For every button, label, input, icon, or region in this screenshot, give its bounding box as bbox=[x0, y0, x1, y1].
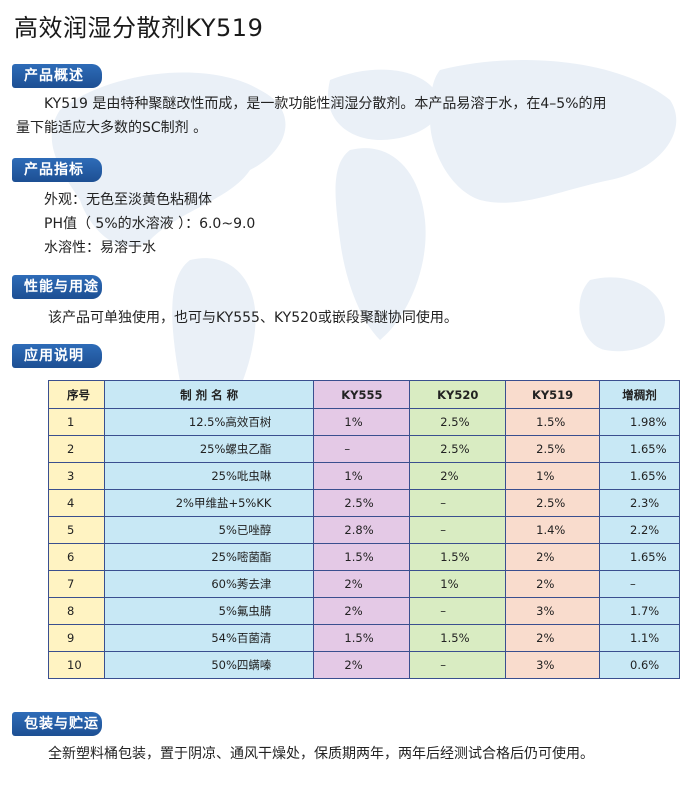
table-row: 8 5%氟虫腈 2% –3% 1.7% bbox=[48, 597, 680, 625]
table-cell: 2 bbox=[48, 435, 105, 463]
header-cell: KY520 bbox=[409, 380, 507, 409]
table-cell: – bbox=[409, 651, 507, 679]
table-cell: 2.3% bbox=[599, 489, 680, 517]
header-cell: KY519 bbox=[505, 380, 600, 409]
table-row: 10 50%四螨嗪 2% –3% 0.6% bbox=[48, 651, 680, 679]
table-cell: – bbox=[599, 570, 680, 598]
table-cell: 1.65% bbox=[599, 435, 680, 463]
table-row: 4 2%甲维盐+5%KK 2.5% –2.5% 2.3% bbox=[48, 489, 680, 517]
table-row: 2 25%螺虫乙酯 –2.5% 2.5% 1.65% bbox=[48, 435, 680, 463]
table-cell: 1.98% bbox=[599, 408, 680, 436]
table-cell: 2% bbox=[313, 570, 411, 598]
table-cell: 1.5% bbox=[409, 543, 507, 571]
overview-line-1: KY519 是由特种聚醚改性而成，是一款功能性润湿分散剂。本产品易溶于水，在4–… bbox=[44, 96, 607, 112]
table-cell: 1.5% bbox=[313, 543, 411, 571]
table-cell: 3% bbox=[505, 651, 600, 679]
table-cell: 3 bbox=[48, 462, 105, 490]
section-tab: 产品概述 bbox=[12, 64, 102, 88]
table-cell: 10 bbox=[48, 651, 105, 679]
table-cell: 5%已唑醇 bbox=[103, 516, 315, 544]
section-application-heading: 应用说明 bbox=[12, 344, 102, 368]
application-table: 序号 制 剂 名 称 KY555 KY520 KY519 增稠剂 1 12.5%高… bbox=[48, 380, 680, 679]
table-cell: 1% bbox=[409, 570, 507, 598]
packaging-text: 全新塑料桶包装，置于阴凉、通风干燥处，保质期两年，两年后经测试合格后仍可使用。 bbox=[48, 746, 594, 762]
table-row: 7 60%莠去津 2% 1% 2% – bbox=[48, 570, 680, 598]
table-cell: 2.5% bbox=[505, 435, 600, 463]
table-cell: 0.6% bbox=[599, 651, 680, 679]
section-overview-heading: 产品概述 bbox=[12, 64, 102, 88]
table-cell: 2.8% bbox=[313, 516, 411, 544]
table-cell: 5 bbox=[48, 516, 105, 544]
table-cell: 2.2% bbox=[599, 516, 680, 544]
table-cell: 25%螺虫乙酯 bbox=[103, 435, 315, 463]
table-cell: 5%氟虫腈 bbox=[103, 597, 315, 625]
table-cell: 9 bbox=[48, 624, 105, 652]
table-row: 6 25%嘧菌酯 1.5% 1.5% 2% 1.65% bbox=[48, 543, 680, 571]
table-cell: 7 bbox=[48, 570, 105, 598]
table-cell: 1.5% bbox=[313, 624, 411, 652]
table-cell: 50%四螨嗪 bbox=[103, 651, 315, 679]
section-usage-heading: 性能与用途 bbox=[12, 275, 102, 299]
table-cell: 1.65% bbox=[599, 543, 680, 571]
table-cell: 1.7% bbox=[599, 597, 680, 625]
page-title: 高效润湿分散剂KY519 bbox=[14, 14, 264, 42]
table-cell: 25%嘧菌酯 bbox=[103, 543, 315, 571]
table-cell: – bbox=[313, 435, 411, 463]
table-cell: 1 bbox=[48, 408, 105, 436]
table-cell: 2% bbox=[409, 462, 507, 490]
section-tab: 性能与用途 bbox=[12, 275, 102, 299]
header-cell: KY555 bbox=[313, 380, 411, 409]
table-cell: 2% bbox=[313, 651, 411, 679]
table-row: 5 5%已唑醇 2.8% –1.4% 2.2% bbox=[48, 516, 680, 544]
table-cell: 6 bbox=[48, 543, 105, 571]
table-cell: – bbox=[409, 489, 507, 517]
table-cell: 54%百菌清 bbox=[103, 624, 315, 652]
table-row: 1 12.5%高效百树 1% 2.5% 1.5% 1.98% bbox=[48, 408, 680, 436]
table-cell: – bbox=[409, 516, 507, 544]
table-cell: 2.5% bbox=[409, 408, 507, 436]
spec-ph: PH值（ 5%的水溶液 ）：6.0~9.0 bbox=[44, 216, 256, 232]
table-cell: 25%吡虫啉 bbox=[103, 462, 315, 490]
table-row: 3 25%吡虫啉 1% 2% 1% 1.65% bbox=[48, 462, 680, 490]
table-cell: – bbox=[409, 597, 507, 625]
header-cell: 制 剂 名 称 bbox=[103, 380, 315, 409]
table-cell: 2.5% bbox=[313, 489, 411, 517]
section-tab: 应用说明 bbox=[12, 344, 102, 368]
usage-text: 该产品可单独使用，也可与KY555、KY520或嵌段聚醚协同使用。 bbox=[48, 310, 458, 326]
table-cell: 1.5% bbox=[409, 624, 507, 652]
table-cell: 2.5% bbox=[409, 435, 507, 463]
table-cell: 1% bbox=[313, 408, 411, 436]
table-cell: 2% bbox=[505, 570, 600, 598]
table-cell: 2.5% bbox=[505, 489, 600, 517]
table-cell: 4 bbox=[48, 489, 105, 517]
table-cell: 2%甲维盐+5%KK bbox=[103, 489, 315, 517]
table-cell: 1.65% bbox=[599, 462, 680, 490]
table-cell: 1.1% bbox=[599, 624, 680, 652]
table-cell: 60%莠去津 bbox=[103, 570, 315, 598]
header-cell: 序号 bbox=[48, 380, 105, 409]
section-packaging-heading: 包装与贮运 bbox=[12, 712, 102, 736]
table-cell: 3% bbox=[505, 597, 600, 625]
header-cell: 增稠剂 bbox=[599, 380, 680, 409]
section-tab: 产品指标 bbox=[12, 158, 102, 182]
table-header-row: 序号 制 剂 名 称 KY555 KY520 KY519 增稠剂 bbox=[48, 380, 680, 409]
table-cell: 1.5% bbox=[505, 408, 600, 436]
table-body: 1 12.5%高效百树 1% 2.5% 1.5% 1.98% 2 25%螺虫乙酯 –2.5% 2.… bbox=[48, 408, 680, 679]
table-cell: 2% bbox=[313, 597, 411, 625]
spec-solubility: 水溶性：易溶于水 bbox=[44, 240, 156, 256]
spec-appearance: 外观：无色至淡黄色粘稠体 bbox=[44, 192, 212, 208]
table-cell: 12.5%高效百树 bbox=[103, 408, 315, 436]
table-cell: 1.4% bbox=[505, 516, 600, 544]
table-cell: 1% bbox=[313, 462, 411, 490]
table-cell: 8 bbox=[48, 597, 105, 625]
table-cell: 2% bbox=[505, 543, 600, 571]
table-row: 9 54%百菌清 1.5% 1.5% 2% 1.1% bbox=[48, 624, 680, 652]
table-cell: 1% bbox=[505, 462, 600, 490]
table-cell: 2% bbox=[505, 624, 600, 652]
overview-line-2: 量下能适应大多数的SC制剂 。 bbox=[16, 120, 208, 136]
section-specs-heading: 产品指标 bbox=[12, 158, 102, 182]
section-tab: 包装与贮运 bbox=[12, 712, 102, 736]
